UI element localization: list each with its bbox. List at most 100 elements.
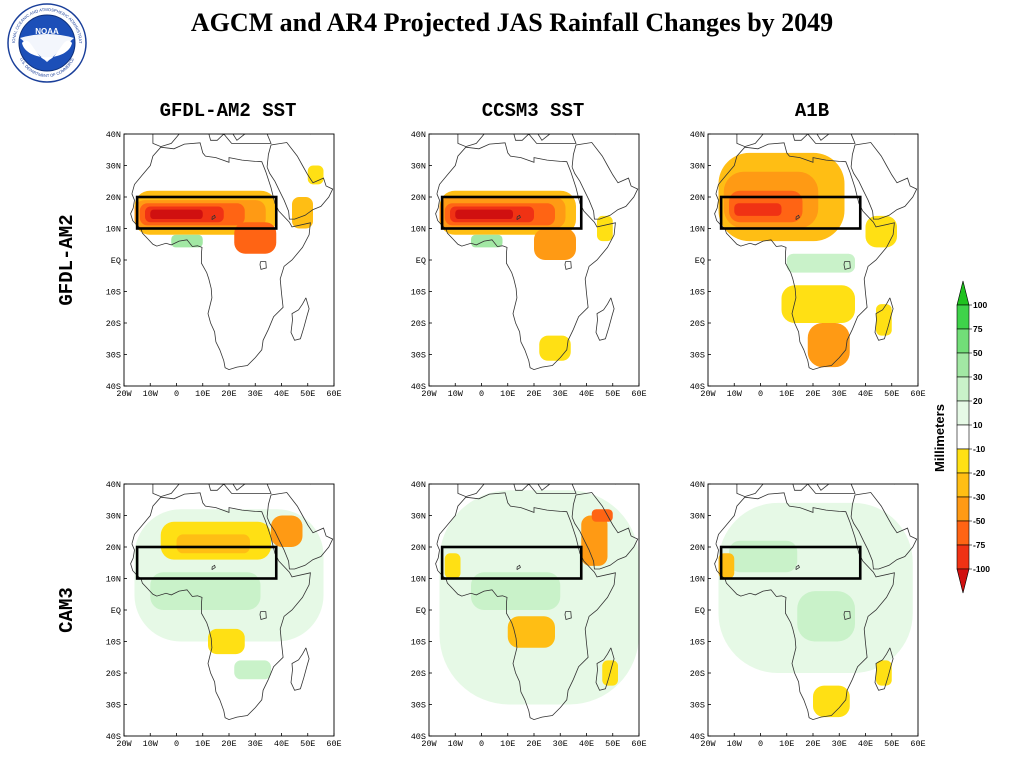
coastline-lake-victoria — [259, 611, 267, 621]
colorbar-segment-m10_m20 — [956, 448, 970, 474]
anomaly-area-m30_m50 — [807, 323, 850, 368]
column-title-ccsm3-sst: CCSM3 SST — [482, 100, 585, 122]
y-tick-label: EQ — [416, 606, 426, 616]
y-tick-label: 40N — [106, 130, 121, 140]
coastline-caspian — [614, 134, 616, 135]
coastline-lake-chad — [795, 564, 800, 571]
anomaly-area-m20_m30 — [176, 534, 250, 554]
y-tick-label: 40N — [690, 130, 705, 140]
anomaly-area-m10_m20 — [208, 628, 245, 655]
y-tick-label: EQ — [111, 606, 121, 616]
coastline-madagascar — [874, 647, 894, 691]
map-panels: 20W 10W 0 10E 20E 30E 40E 50E 60E 40N 30N 20N 10N EQ 1… — [106, 130, 926, 749]
anomaly-area-m10_m20 — [781, 285, 855, 323]
x-tick-label: 20E — [221, 389, 236, 399]
anomaly-fields — [439, 190, 613, 361]
x-tick-label: 10W — [448, 739, 464, 749]
colorbar-label: -50 — [973, 516, 986, 526]
x-tick-label: 50E — [605, 739, 620, 749]
x-tick-label: 20E — [805, 389, 820, 399]
y-tick-label: 40N — [411, 480, 426, 490]
y-tick-label: 30N — [690, 162, 705, 172]
y-tick-label: 30S — [106, 351, 121, 361]
anomaly-area-m20_m30 — [507, 616, 555, 648]
x-tick-label: 40E — [858, 389, 873, 399]
y-tick-label: 10S — [411, 638, 426, 648]
y-tick-label: 10N — [106, 575, 121, 585]
colorbar-label: -75 — [973, 540, 986, 550]
anomaly-area-m20_m30 — [292, 197, 313, 229]
anomaly-area-30_50 — [471, 234, 503, 248]
x-tick-label: 50E — [300, 739, 315, 749]
x-tick-label: 20E — [526, 389, 541, 399]
y-tick-label: 20N — [411, 193, 426, 203]
y-tick-label: 20N — [411, 543, 426, 553]
x-tick-label: 60E — [326, 739, 341, 749]
coastline-europe — [736, 134, 856, 148]
coastlines — [435, 134, 639, 371]
coastline-caspian — [309, 484, 311, 485]
anomaly-area-m10_m20 — [539, 335, 571, 361]
x-tick-label: 10E — [195, 389, 210, 399]
coastline-arabia — [266, 142, 334, 220]
x-tick-label: 40E — [579, 739, 594, 749]
colorbar-segment-m75_m100 — [956, 544, 970, 570]
y-tick-label: 10N — [411, 225, 426, 235]
logo-center-text: NOAA — [35, 27, 59, 36]
x-tick-label: 60E — [910, 739, 925, 749]
y-tick-label: 30S — [690, 351, 705, 361]
colorbar-label: 50 — [973, 348, 983, 358]
plot-background — [429, 134, 639, 386]
y-tick-label: EQ — [416, 256, 426, 266]
column-title-gfdl-am2-sst: GFDL-AM2 SST — [160, 100, 297, 122]
map-panel-gfdl-am2-ccsm3-sst: 20W 10W 0 10E 20E 30E 40E 50E 60E 40N 30N 20N 10N EQ 1… — [411, 130, 647, 399]
y-tick-label: 10N — [690, 225, 705, 235]
x-tick-label: 20W — [421, 739, 437, 749]
colorbar-segment-75_100 — [956, 304, 970, 330]
y-tick-label: 30N — [690, 512, 705, 522]
y-tick-label: EQ — [111, 256, 121, 266]
coastline-lake-victoria — [843, 261, 851, 270]
coastlines — [435, 484, 639, 721]
x-tick-label: 40E — [274, 389, 289, 399]
y-tick-label: 20N — [106, 543, 121, 553]
coastline-caspian — [893, 134, 895, 135]
y-tick-label: 20S — [411, 319, 426, 329]
x-tick-label: 60E — [326, 389, 341, 399]
y-tick-label: 10N — [106, 225, 121, 235]
x-tick-label: 20E — [805, 739, 820, 749]
x-tick-label: 50E — [884, 389, 899, 399]
x-tick-label: 10E — [779, 389, 794, 399]
map-panel-cam3-a1b: 20W 10W 0 10E 20E 30E 40E 50E 60E 40N 30N 20N 10N EQ 1… — [690, 480, 926, 749]
colorbar-bottom-arrow — [956, 568, 970, 594]
coastline-africa — [714, 142, 895, 371]
anomaly-area-m30_m50 — [534, 228, 576, 260]
y-tick-label: 30S — [411, 351, 426, 361]
sahel-region-box — [440, 545, 583, 580]
coastlines — [130, 484, 334, 721]
colorbar-label: 100 — [973, 300, 987, 310]
y-tick-label: 30S — [690, 701, 705, 711]
coastline-caspian — [309, 134, 311, 135]
coastline-madagascar — [290, 297, 310, 341]
y-tick-label: 30N — [106, 512, 121, 522]
colorbar-label: 20 — [973, 396, 983, 406]
coastline-africa — [435, 492, 616, 721]
anomaly-area-m10_m20 — [876, 304, 892, 336]
anomaly-area-m50_m75 — [591, 509, 613, 522]
y-tick-label: 20N — [690, 193, 705, 203]
anomaly-area-10_20 — [718, 502, 913, 673]
coastline-madagascar — [595, 297, 615, 341]
colorbar-label: -20 — [973, 468, 986, 478]
x-tick-label: 60E — [910, 389, 925, 399]
coastline-caspian — [614, 484, 616, 485]
x-tick-label: 20W — [116, 739, 132, 749]
colorbar-label: -100 — [973, 564, 990, 574]
x-tick-label: 10W — [727, 739, 743, 749]
x-tick-label: 40E — [274, 739, 289, 749]
x-tick-label: 50E — [605, 389, 620, 399]
colorbar-segment-m50_m75 — [956, 520, 970, 546]
coastline-lake-victoria — [259, 261, 267, 270]
colorbar-label: 30 — [973, 372, 983, 382]
y-tick-label: 30N — [411, 512, 426, 522]
